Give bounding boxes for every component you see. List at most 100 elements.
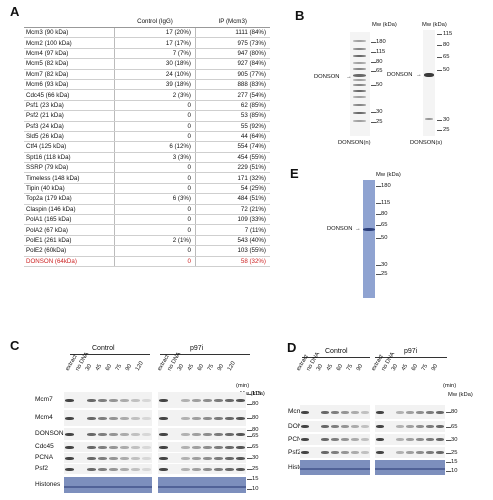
- blot-band: [351, 438, 359, 441]
- table-cell: 905 (77%): [195, 69, 270, 80]
- mw-marker: 25: [376, 119, 383, 125]
- blot-band: [301, 438, 309, 441]
- table-cell: 30 (18%): [114, 58, 196, 70]
- table-cell: 6 (3%): [114, 193, 196, 205]
- blot-band: [109, 445, 118, 449]
- time-unit: (min): [443, 383, 457, 389]
- marker-tick: [437, 34, 442, 35]
- table-cell: Psf2 (21 kDa): [24, 110, 115, 122]
- mw-label: Mw (kDa): [240, 391, 265, 397]
- blot-strip: [158, 428, 246, 440]
- marker-tick: [376, 238, 381, 239]
- blot-strip: [158, 410, 246, 426]
- blot-band: [225, 445, 234, 449]
- blot-strip: [375, 447, 445, 458]
- blot-band: [65, 398, 74, 402]
- histone-stain-strip: [158, 477, 246, 493]
- mw-marker: 25: [252, 466, 259, 472]
- row-label: PCNA: [35, 454, 54, 461]
- table-cell: 7 (11%): [195, 224, 270, 236]
- blot-band: [353, 68, 366, 70]
- table-row: Timeless (148 kDa) 0 171 (32%): [24, 172, 270, 184]
- marker-tick: [446, 426, 451, 428]
- blot-band: [353, 104, 366, 106]
- mw-marker: 180: [381, 183, 391, 189]
- blot-band: [203, 416, 212, 420]
- lane-label: 120: [226, 360, 237, 372]
- marker-tick: [247, 418, 252, 419]
- blot-band: [396, 451, 404, 454]
- group-bracket: [375, 357, 447, 358]
- table-cell: DONSON (64kDa): [24, 256, 115, 268]
- table-cell: Mcm2 (100 kDa): [24, 37, 115, 49]
- arrow-icon: →: [416, 72, 422, 78]
- row-label: Mcm4: [35, 414, 53, 421]
- row-label: PCNA: [288, 435, 307, 443]
- column-header: Control (IgG): [114, 16, 196, 28]
- mw-marker: 65: [376, 68, 383, 74]
- table-row: Mcm5 (82 kDa) 30 (18%) 927 (84%): [24, 58, 270, 70]
- table-cell: Claspin (146 kDa): [24, 204, 115, 216]
- lane-label: 90: [124, 363, 134, 372]
- blot-band: [131, 398, 140, 402]
- mw-marker: 25: [451, 449, 458, 456]
- blot-band: [301, 425, 309, 428]
- blot-band: [131, 416, 140, 420]
- table-cell: 2 (1%): [114, 235, 196, 247]
- table-cell: 58 (32%): [195, 256, 270, 268]
- marker-tick: [247, 489, 252, 490]
- table-cell: 53 (85%): [195, 110, 270, 122]
- blot-band: [376, 438, 384, 441]
- marker-tick: [376, 274, 381, 275]
- marker-tick: [446, 412, 451, 413]
- blot-band: [65, 467, 74, 471]
- blot-band: [396, 425, 404, 428]
- blot-band: [109, 432, 118, 436]
- blot-band: [159, 398, 168, 402]
- blot-band: [353, 62, 366, 64]
- marker-tick: [371, 52, 376, 53]
- blot-band: [426, 425, 434, 428]
- panel-label-d: D: [287, 340, 297, 355]
- table-row: PolE1 (261 kDa) 2 (1%) 543 (40%): [24, 235, 270, 247]
- blot-band: [142, 467, 151, 471]
- histone-band: [158, 485, 246, 488]
- donson-arrow-label: DONSON: [314, 74, 340, 80]
- table-cell: SSRP (79 kDa): [24, 162, 115, 174]
- blot-band: [87, 445, 96, 449]
- table-cell: 0: [114, 214, 196, 226]
- mw-marker: 10: [252, 486, 259, 492]
- blot-band: [203, 467, 212, 471]
- coomassie-gel-lane: [363, 180, 375, 298]
- blot-strip: [158, 464, 246, 474]
- blot-band: [181, 445, 190, 449]
- blot-band: [225, 398, 234, 402]
- table-cell: 0: [114, 121, 196, 132]
- blot-band: [353, 48, 366, 50]
- table-cell: Top2a (179 kDa): [24, 193, 115, 205]
- table-cell: 6 (12%): [114, 141, 196, 153]
- table-row: PolA2 (67 kDa) 0 7 (11%): [24, 224, 270, 236]
- blot-band: [120, 416, 129, 420]
- marker-tick: [371, 71, 376, 72]
- table-row: Claspin (146 kDa) 0 72 (21%): [24, 204, 270, 216]
- marker-tick: [371, 85, 376, 86]
- row-label: Cdc45: [35, 443, 54, 450]
- blot-band: [353, 40, 366, 42]
- lane-label: 30: [84, 363, 94, 372]
- table-cell: 0: [114, 204, 196, 216]
- row-label: Psf2: [35, 465, 49, 472]
- blot-band: [120, 445, 129, 449]
- row-label: Mcm7: [35, 396, 53, 403]
- lane-label: 60: [196, 363, 206, 372]
- blot-strip: [158, 442, 246, 452]
- blot-band: [341, 410, 349, 414]
- histone-band: [300, 468, 370, 471]
- blot-band: [142, 445, 151, 449]
- blot-strip: [375, 405, 445, 419]
- table-row: PolA1 (165 kDa) 0 109 (33%): [24, 214, 270, 226]
- row-label: Psf2: [288, 448, 302, 456]
- mw-marker: 30: [252, 455, 259, 461]
- blot-band: [425, 118, 433, 120]
- blot-strip: [158, 453, 246, 463]
